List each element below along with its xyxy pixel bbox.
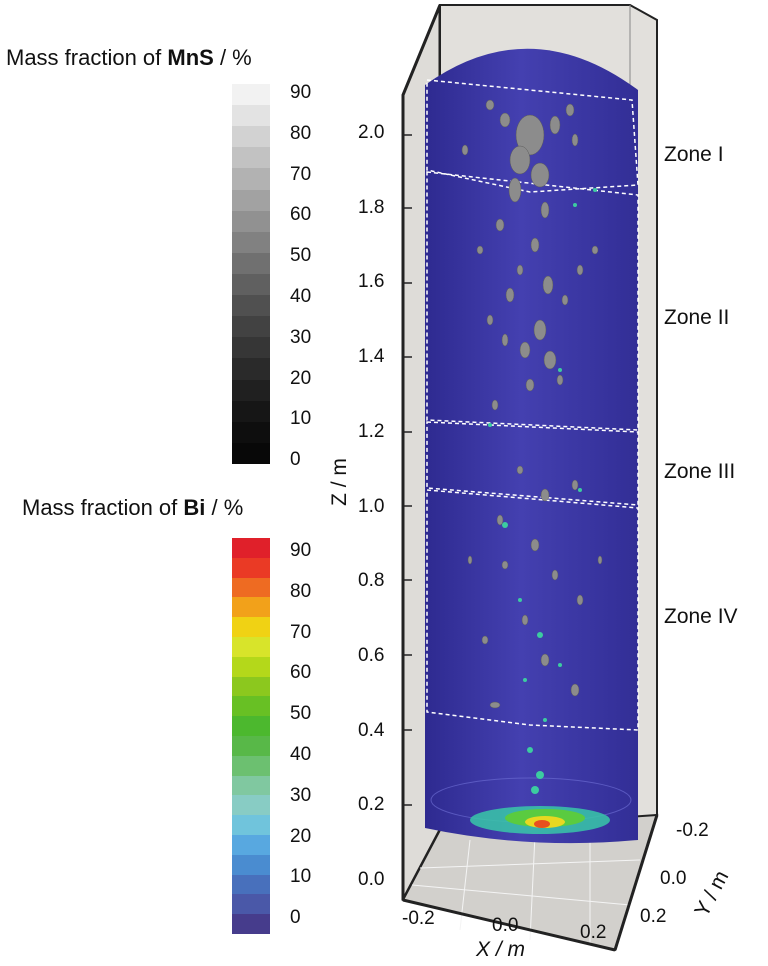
z-tick-label: 1.4 [358, 346, 385, 368]
colorbar-segment [232, 421, 270, 444]
colorbar-segment [232, 894, 270, 915]
mns-tick-label: 60 [290, 204, 312, 226]
bi-tick-label: 60 [290, 662, 312, 684]
z-tick-label: 0.0 [358, 869, 385, 890]
colorbar-segment [232, 637, 270, 658]
colorbar-segment [232, 736, 270, 757]
colorbar-segment [232, 557, 270, 579]
mns-tick-label: 80 [290, 122, 312, 144]
cylinder [425, 48, 638, 844]
z-tick-label: 1.6 [358, 271, 385, 293]
bi-tick-label: 80 [290, 580, 312, 602]
colorbar-segment [232, 656, 270, 678]
bi-legend-title-species: Bi [183, 495, 206, 520]
colorbar-segment [232, 775, 270, 796]
colorbar-segment [232, 168, 270, 191]
colorbar-segment [232, 755, 270, 777]
zone-label-4: Zone IV [664, 605, 738, 628]
colorbar-segment [232, 795, 270, 816]
zone-box-3 [426, 421, 639, 506]
colorbar-segment [232, 442, 270, 465]
x-axis-label: X / m [476, 938, 526, 961]
mns-colorbar [232, 84, 270, 465]
z-tick-label: 0.8 [358, 570, 385, 592]
colorbar-segment [232, 874, 270, 895]
bi-tick-label: 50 [290, 703, 312, 725]
bi-legend-title: Mass fraction of Bi / % [22, 495, 243, 521]
bi-legend-title-suffix: / % [205, 495, 244, 520]
colorbar-segment [232, 577, 270, 598]
zone-label-1: Zone I [664, 143, 724, 166]
mns-legend-title-suffix: / % [213, 45, 252, 70]
colorbar-segment [232, 126, 270, 148]
colorbar-segment [232, 716, 270, 737]
mns-tick-label: 20 [290, 367, 312, 389]
y-tick-2: 0.0 [660, 868, 687, 889]
mns-tick-label: 0 [290, 449, 301, 471]
x-tick-1: -0.2 [402, 908, 435, 929]
mns-legend-title: Mass fraction of MnS / % [6, 45, 252, 71]
zone-box-2 [426, 171, 639, 431]
x-tick-2: 0.0 [492, 915, 519, 936]
bi-tick-label: 90 [290, 540, 312, 561]
colorbar-segment [232, 379, 270, 402]
z-axis-label: Z / m [327, 458, 351, 506]
mns-legend-title-prefix: Mass fraction of [6, 45, 168, 70]
colorbar-segment [232, 854, 270, 876]
bi-tick-label: 20 [290, 825, 312, 847]
colorbar-segment [232, 147, 270, 169]
colorbar-segment [232, 189, 270, 212]
z-tick-label: 1.8 [358, 196, 385, 218]
zone-label-3: Zone III [664, 460, 736, 483]
bi-tick-label: 10 [290, 866, 312, 888]
colorbar-segment [232, 210, 270, 233]
colorbar-segment [232, 676, 270, 697]
zone-label-2: Zone II [664, 306, 730, 329]
colorbar-segment [232, 358, 270, 381]
mns-tick-label: 70 [290, 163, 312, 185]
bi-tick-label: 30 [290, 784, 312, 806]
mns-tick-label: 90 [290, 82, 312, 103]
colorbar-segment [232, 617, 270, 638]
bi-colorbar [232, 538, 270, 935]
colorbar-segment [232, 597, 270, 618]
y-tick-3: 0.2 [640, 906, 667, 927]
colorbar-segment [232, 696, 270, 717]
colorbar-segment [232, 252, 270, 275]
colorbar-segment [232, 815, 270, 836]
colorbar-segment [232, 295, 270, 317]
colorbar-segment [232, 105, 270, 127]
colorbar-segment [232, 400, 270, 423]
mns-tick-label: 40 [290, 286, 312, 307]
y-tick-1: -0.2 [676, 820, 709, 841]
z-tick-label: 1.2 [358, 420, 385, 442]
mns-legend-title-species: MnS [167, 45, 214, 70]
colorbar-segment [232, 84, 270, 106]
colorbar-segment [232, 538, 270, 559]
bi-legend-title-prefix: Mass fraction of [22, 495, 184, 520]
bi-inclusions [488, 188, 597, 794]
mns-tick-label: 10 [290, 408, 312, 430]
bi-bottom-segregation [470, 806, 610, 834]
zone-box-4 [426, 489, 639, 731]
bi-tick-label: 70 [290, 621, 312, 643]
mns-tick-label: 50 [290, 245, 312, 267]
mns-tick-label: 30 [290, 326, 312, 348]
z-tick-label: 0.6 [358, 644, 385, 666]
z-tick-label: 0.2 [358, 794, 385, 816]
colorbar-segment [232, 231, 270, 254]
bi-tick-label: 0 [290, 907, 301, 929]
colorbar-segment [232, 337, 270, 359]
colorbar-segment [232, 316, 270, 338]
x-tick-3: 0.2 [580, 922, 607, 943]
bi-tick-label: 40 [290, 744, 312, 765]
z-tick-label: 1.0 [358, 495, 385, 517]
mns-inclusions [461, 99, 603, 709]
colorbar-segment [232, 914, 270, 935]
z-tick-label: 0.4 [358, 719, 385, 741]
colorbar-segment [232, 835, 270, 856]
colorbar-segment [232, 274, 270, 296]
z-tick-label: 2.0 [358, 122, 385, 143]
